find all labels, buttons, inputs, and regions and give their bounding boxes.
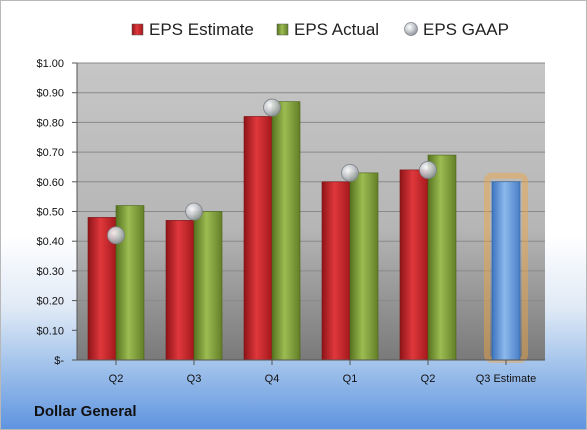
y-tick-label: $0.60 bbox=[36, 177, 64, 189]
eps-actual-bar bbox=[271, 101, 301, 361]
legend-actual-swatch bbox=[276, 23, 289, 36]
y-tick-label: $0.50 bbox=[36, 207, 64, 219]
eps-actual-bar bbox=[349, 172, 379, 361]
eps-estimate-bar bbox=[165, 220, 195, 361]
legend-estimate-swatch bbox=[131, 23, 144, 36]
y-tick-label: $0.10 bbox=[36, 325, 64, 337]
x-tick-label: Q1 bbox=[343, 373, 358, 385]
legend: EPS Estimate EPS Actual EPS GAAP bbox=[131, 20, 509, 39]
y-tick-label: $0.90 bbox=[36, 88, 64, 100]
x-tick-label: Q4 bbox=[265, 373, 280, 385]
eps-estimate-bar bbox=[243, 116, 273, 361]
x-tick-label: Q2 bbox=[109, 373, 124, 385]
y-axis: $- $0.10 $0.20 $0.30 $0.40 $0.50 $0.60 $0.70 $0.… bbox=[36, 58, 78, 367]
y-tick-label: $0.40 bbox=[36, 236, 64, 248]
eps-gaap-bubble bbox=[419, 161, 437, 179]
eps-gaap-bubble bbox=[341, 163, 359, 182]
x-axis: Q2 Q3 Q4 Q1 Q2 Q3 Estimate bbox=[77, 359, 545, 385]
eps-estimate-bar bbox=[399, 169, 429, 361]
y-tick-label: $0.70 bbox=[36, 147, 64, 159]
eps-gaap-bubble bbox=[185, 202, 203, 221]
gridlines bbox=[77, 62, 545, 361]
eps-actual-bar bbox=[193, 211, 223, 361]
x-tick-label: Q3 bbox=[187, 373, 202, 385]
y-tick-label: $0.30 bbox=[36, 266, 64, 278]
x-tick-label: Q3 Estimate bbox=[476, 373, 537, 385]
legend-gaap-label: EPS GAAP bbox=[423, 20, 509, 39]
eps-actual-bar bbox=[427, 154, 457, 361]
legend-actual-label: EPS Actual bbox=[294, 20, 379, 39]
y-tick-label: $1.00 bbox=[36, 58, 64, 70]
eps-gaap-bubble bbox=[263, 98, 281, 117]
legend-gaap-swatch bbox=[404, 22, 418, 36]
bars bbox=[87, 98, 528, 363]
legend-estimate-label: EPS Estimate bbox=[149, 20, 254, 39]
y-tick-label: $- bbox=[54, 355, 64, 367]
y-tick-label: $0.80 bbox=[36, 117, 64, 129]
y-tick-label: $0.20 bbox=[36, 296, 64, 308]
eps-estimate-bar bbox=[321, 181, 351, 361]
eps-gaap-bubble bbox=[107, 226, 125, 245]
company-name: Dollar General bbox=[34, 403, 137, 420]
x-tick-label: Q2 bbox=[421, 373, 436, 385]
eps-estimate-bar bbox=[491, 181, 521, 361]
